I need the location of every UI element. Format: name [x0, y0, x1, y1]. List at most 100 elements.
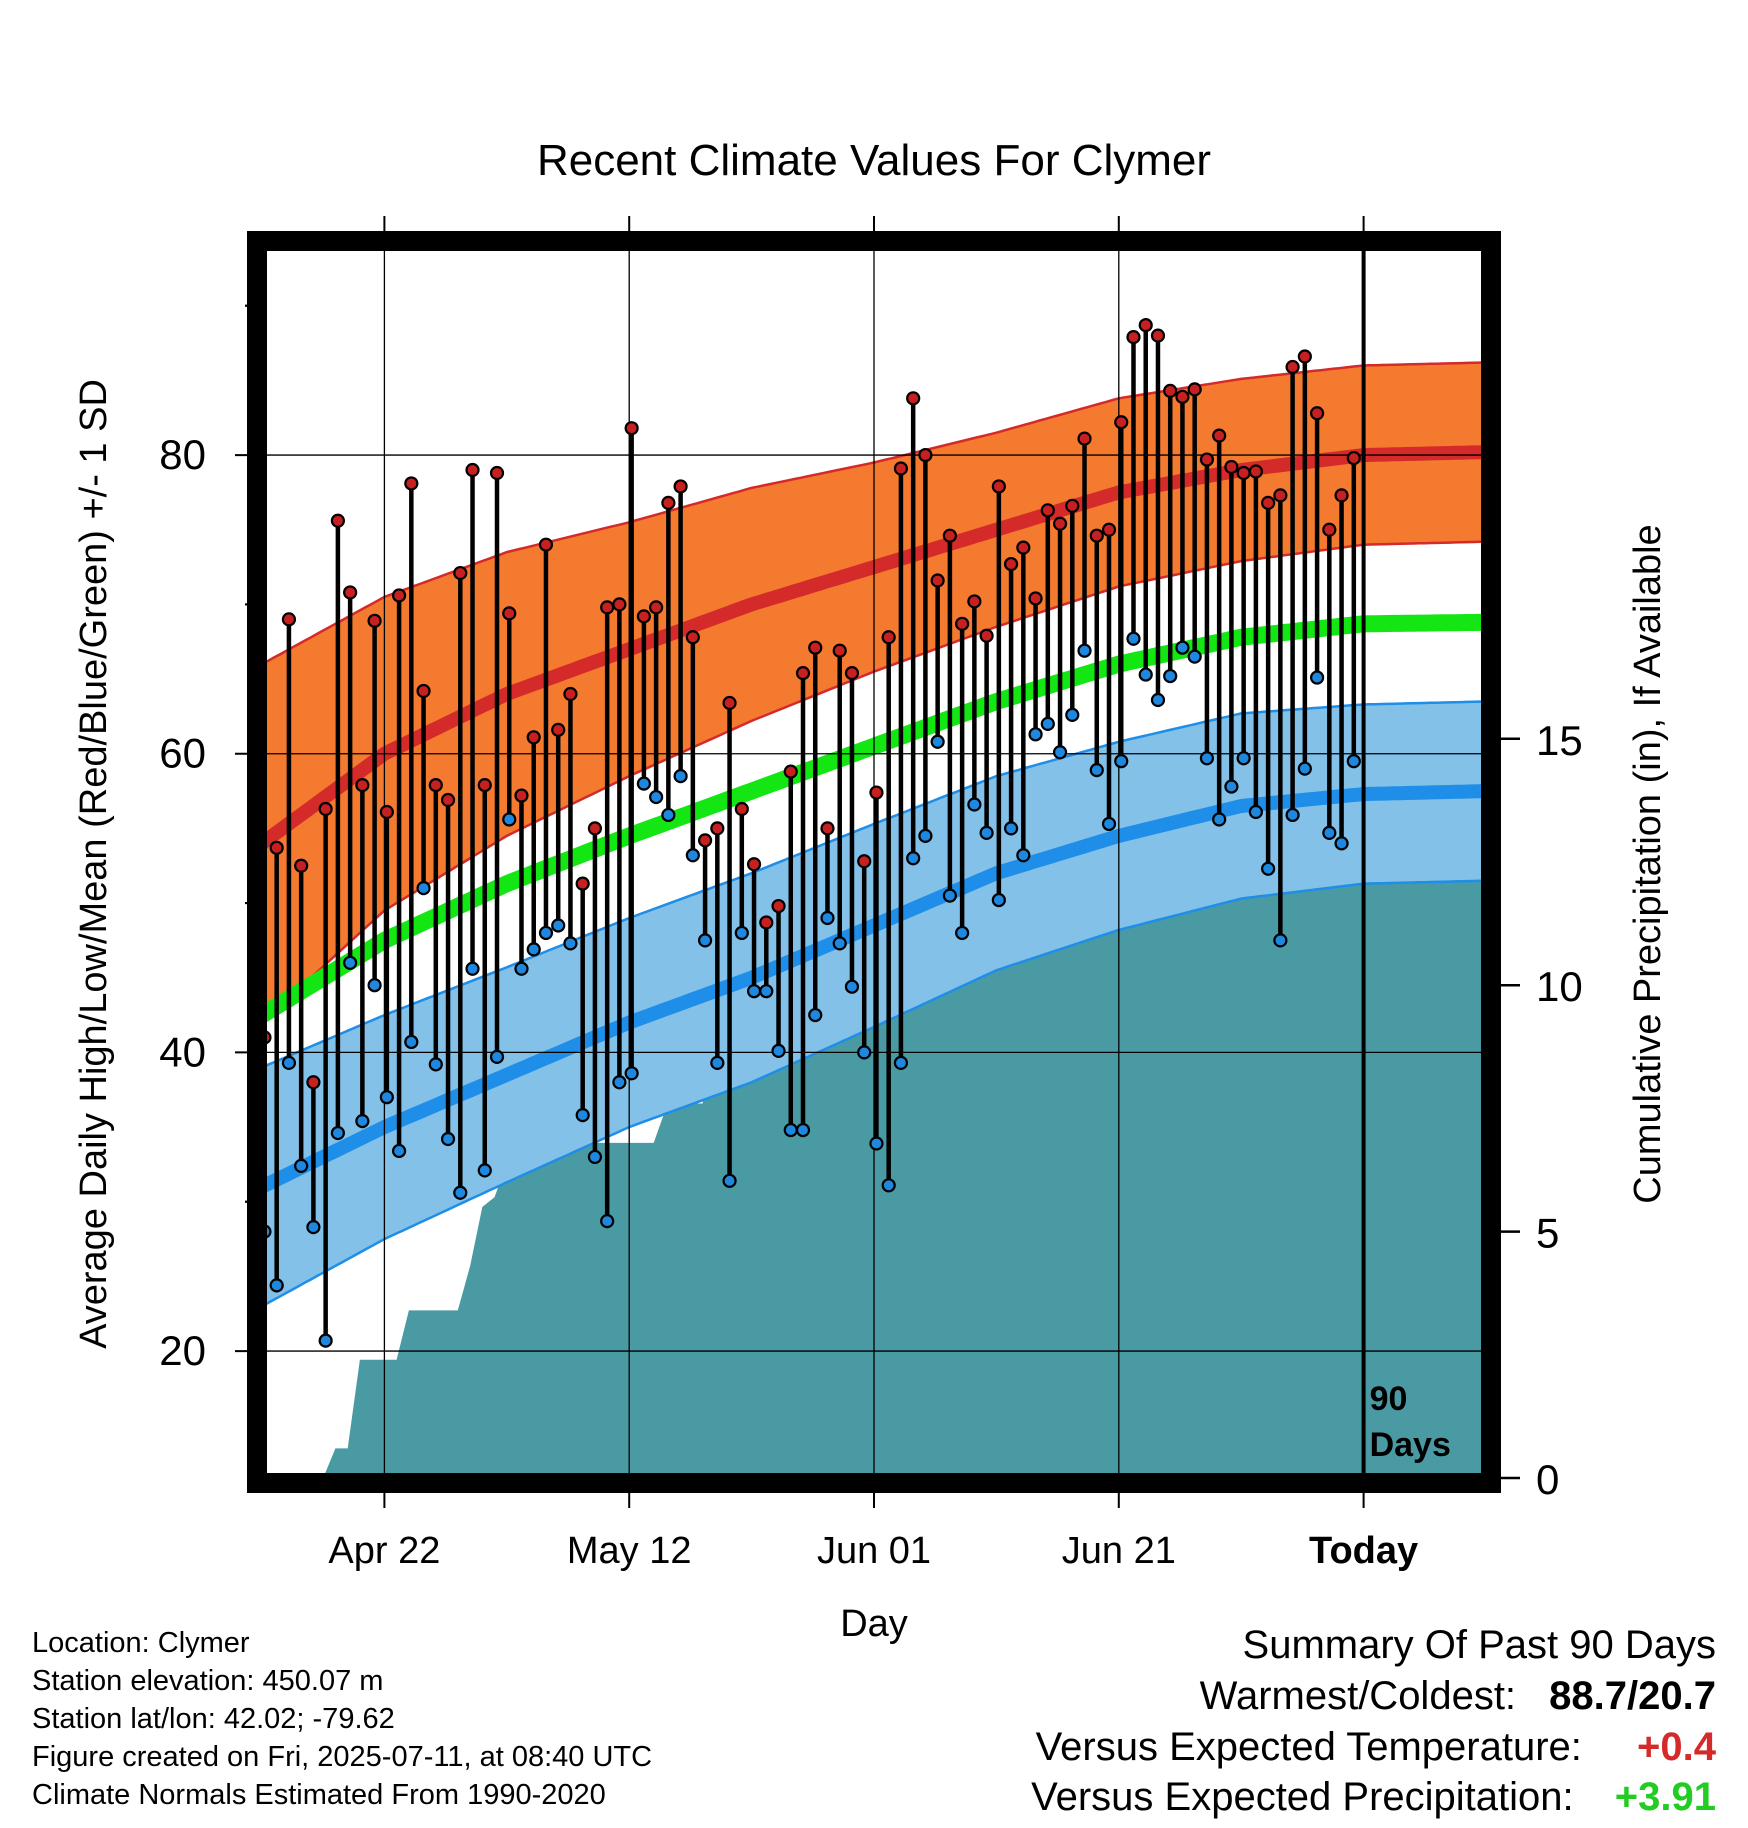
daily-high-point	[1003, 556, 1019, 572]
daily-high-point	[795, 665, 811, 681]
daily-high-point	[991, 479, 1006, 494]
daily-low-point	[551, 918, 566, 933]
daily-high-point	[881, 630, 896, 645]
daily-high-point	[1065, 498, 1080, 513]
y-left-tick-label: 80	[159, 431, 206, 478]
daily-high-point	[551, 722, 566, 737]
daily-low-point	[942, 888, 957, 903]
daily-high-point	[294, 858, 309, 873]
daily-high-point	[783, 764, 798, 779]
daily-low-point	[661, 807, 676, 823]
daily-low-point	[514, 961, 529, 976]
daily-low-point	[1199, 751, 1215, 766]
daily-low-point	[281, 1055, 297, 1070]
daily-low-point	[1052, 745, 1068, 760]
y-axis-right-label: Cumulative Precipitation (in), If Availa…	[1627, 524, 1669, 1203]
daily-high-point	[869, 785, 884, 800]
daily-high-point	[1163, 383, 1178, 398]
daily-high-point	[1273, 488, 1288, 503]
daily-low-point	[612, 1075, 627, 1090]
daily-high-point	[343, 585, 358, 600]
daily-high-point	[1040, 503, 1055, 518]
daily-low-point	[330, 1125, 345, 1141]
daily-high-point	[612, 597, 627, 612]
summary-warm-cold-row: Warmest/Coldest: 88.7/20.7	[1031, 1670, 1716, 1722]
daily-low-point	[587, 1149, 603, 1165]
daily-low-point	[808, 1007, 823, 1023]
daily-high-point	[734, 801, 749, 817]
daily-low-point	[795, 1122, 811, 1138]
created-text: Figure created on Fri, 2025-07-11, at 08…	[32, 1741, 653, 1773]
daily-low-point	[477, 1163, 492, 1178]
daily-high-point	[1077, 431, 1092, 446]
daily-low-point	[979, 825, 994, 840]
daily-high-point	[710, 821, 725, 836]
daily-low-point	[1089, 763, 1104, 778]
elevation-text: Station elevation: 450.07 m	[32, 1665, 384, 1697]
daily-high-point	[1334, 488, 1349, 503]
precip-value: +3.91	[1614, 1775, 1716, 1819]
daily-low-point	[1285, 807, 1300, 823]
daily-low-point	[440, 1131, 456, 1147]
daily-low-point	[465, 961, 480, 976]
daily-low-point	[697, 933, 713, 948]
daily-low-point	[1187, 649, 1202, 664]
daily-low-point	[857, 1045, 872, 1060]
daily-high-point	[746, 857, 762, 872]
warm-cold-value: 88.7/20.7	[1549, 1674, 1716, 1718]
daily-high-point	[685, 630, 700, 645]
chart-title: Recent Climate Values For Clymer	[537, 136, 1211, 185]
daily-low-point	[1016, 848, 1031, 863]
daily-high-point	[955, 616, 970, 631]
daily-high-point	[477, 777, 492, 793]
daily-low-point	[967, 797, 982, 812]
daily-low-point	[318, 1333, 333, 1348]
daily-high-point	[771, 898, 786, 914]
daily-high-point	[979, 628, 994, 643]
daily-low-point	[538, 925, 554, 941]
daily-high-point	[832, 643, 847, 658]
daily-high-point	[906, 391, 921, 406]
daily-low-point	[453, 1185, 468, 1200]
y-left-tick-label: 20	[159, 1327, 206, 1374]
daily-low-point	[416, 881, 431, 896]
daily-high-point	[1322, 522, 1337, 537]
daily-low-point	[820, 910, 835, 926]
x-tick-label: Today	[1309, 1530, 1418, 1572]
daily-high-point	[538, 537, 554, 552]
daily-high-point	[967, 594, 982, 609]
daily-low-point	[1150, 692, 1166, 708]
summary-panel: Summary Of Past 90 Days Warmest/Coldest:…	[1031, 1620, 1716, 1822]
daily-high-point	[1248, 464, 1263, 479]
daily-low-point	[526, 942, 541, 957]
daily-high-point	[857, 854, 872, 869]
daily-low-point	[489, 1049, 505, 1064]
daily-high-point	[1212, 428, 1227, 443]
daily-low-point	[1163, 668, 1178, 684]
daily-low-point	[1175, 640, 1190, 655]
daily-high-point	[367, 613, 382, 628]
daily-low-point	[379, 1090, 394, 1105]
daily-low-point	[759, 984, 774, 999]
latlon-text: Station lat/lon: 42.02; -79.62	[32, 1703, 395, 1735]
daily-high-point	[942, 528, 957, 543]
daily-high-point	[918, 447, 933, 463]
daily-low-point	[575, 1108, 590, 1123]
daily-low-point	[1322, 825, 1337, 840]
x-tick-label: Apr 22	[328, 1530, 440, 1572]
daily-low-point	[1248, 804, 1263, 820]
daily-high-point	[600, 600, 615, 615]
y-axis-left-label: Average Daily High/Low/Mean (Red/Blue/Gr…	[73, 379, 115, 1349]
summary-precip-row: Versus Expected Precipitation: +3.91	[1031, 1772, 1716, 1822]
daily-low-point	[1224, 779, 1239, 794]
daily-low-point	[367, 978, 382, 993]
daily-high-point	[1346, 450, 1361, 466]
daily-high-point	[1114, 415, 1129, 430]
daily-low-point	[930, 734, 945, 749]
daily-low-point	[881, 1178, 896, 1193]
daily-high-point	[1138, 318, 1153, 333]
daily-high-point	[697, 833, 713, 848]
daily-low-point	[391, 1143, 407, 1159]
today-label-line2: Days	[1370, 1426, 1451, 1464]
daily-low-point	[1212, 812, 1227, 827]
